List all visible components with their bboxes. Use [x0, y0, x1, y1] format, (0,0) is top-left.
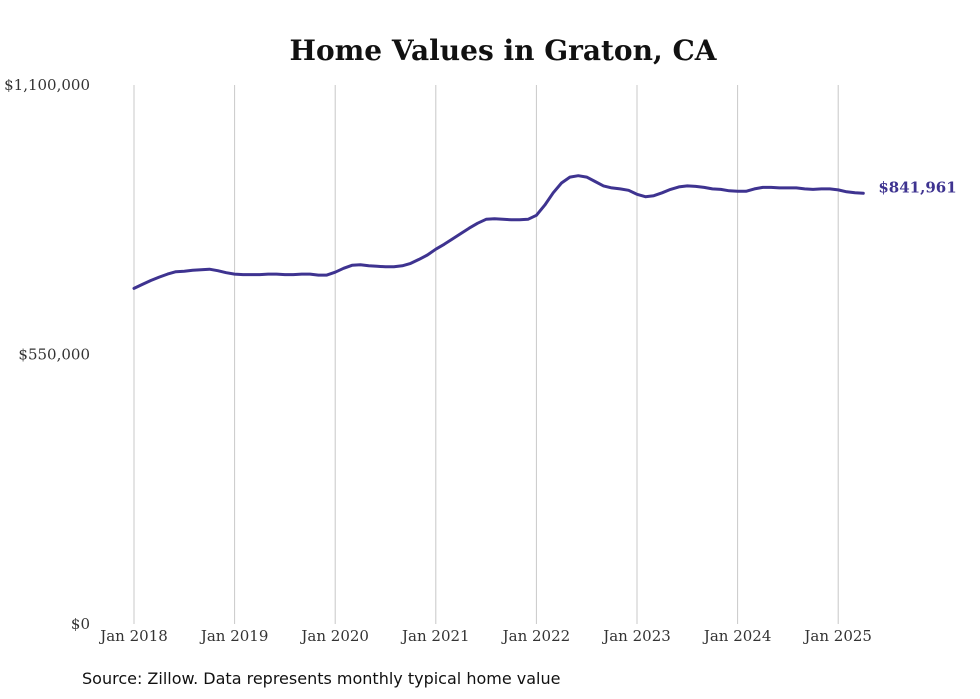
x-tick-label: Jan 2019 — [199, 627, 269, 645]
x-axis-ticks: Jan 2018 Jan 2019 Jan 2020 Jan 2021 Jan 2022… — [98, 627, 872, 645]
y-tick-label: $0 — [71, 615, 90, 633]
y-tick-label: $550,000 — [18, 346, 90, 364]
gridlines — [133, 85, 839, 624]
y-axis-ticks: $0 $550,000 $1,100,000 — [4, 76, 90, 633]
y-tick-label: $1,100,000 — [4, 76, 90, 94]
x-tick-label: Jan 2023 — [601, 627, 671, 645]
x-tick-label: Jan 2022 — [501, 627, 571, 645]
latest-value-label: $841,961 — [878, 178, 956, 196]
source-note: Source: Zillow. Data represents monthly … — [82, 669, 560, 688]
chart-title: Home Values in Graton, CA — [290, 34, 718, 67]
x-tick-label: Jan 2018 — [98, 627, 168, 645]
x-tick-label: Jan 2020 — [299, 627, 369, 645]
x-tick-label: Jan 2025 — [802, 627, 872, 645]
series-line-home-value — [132, 174, 865, 290]
x-tick-label: Jan 2024 — [702, 627, 772, 645]
x-tick-label: Jan 2021 — [400, 627, 470, 645]
